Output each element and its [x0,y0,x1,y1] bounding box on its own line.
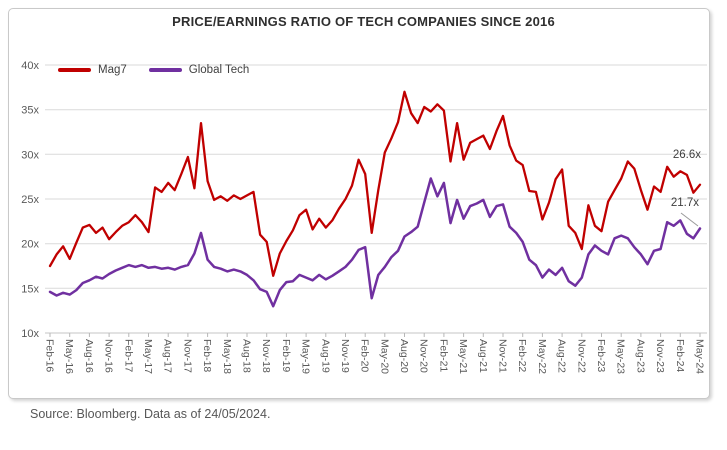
x-axis-label: Nov-22 [575,339,587,373]
x-axis-label: Feb-21 [437,339,449,372]
x-axis-label: Nov-18 [260,339,272,373]
x-axis-label: Nov-19 [339,339,351,373]
global-tech-line [48,177,702,308]
mag7-line [48,90,702,277]
x-axis-label: Aug-19 [319,339,331,373]
x-axis-label: Aug-16 [83,339,95,373]
legend: Mag7 Global Tech [58,64,249,76]
x-axis-label: Aug-20 [398,339,410,373]
legend-label-mag7: Mag7 [98,64,127,76]
x-axis-label: Aug-23 [634,339,646,373]
x-axis-label: May-20 [378,339,390,374]
x-axis-label: Feb-22 [516,339,528,372]
mag7-line-swatch [58,68,91,72]
chart-title: PRICE/EARNINGS RATIO OF TECH COMPANIES S… [172,14,555,29]
y-axis-label: 10x [21,328,39,340]
x-axis-label: Feb-18 [201,339,213,372]
x-axis-label: May-23 [615,339,627,374]
x-axis-label: Aug-22 [556,339,568,373]
y-axis-label: 15x [21,283,39,295]
legend-item-mag7: Mag7 [58,64,127,76]
annotation-global-tech-last-value: 21.7x [670,197,699,209]
x-axis-label: May-16 [63,339,75,374]
legend-item-global-tech: Global Tech [148,64,250,76]
x-axis-label: Aug-18 [241,339,253,373]
x-axis-label: Nov-17 [181,339,193,373]
x-axis-label: Feb-24 [674,339,686,372]
x-axis-label: May-17 [142,339,154,374]
x-axis-label: May-21 [457,339,469,374]
y-axis-label: 40x [21,60,39,72]
y-axis-label: 35x [21,105,39,117]
y-axis-label: 25x [21,194,39,206]
x-axis-label: Nov-21 [497,339,509,373]
x-axis-label: Feb-20 [359,339,371,372]
x-axis-label: May-18 [221,339,233,374]
x-axis-label: May-24 [694,339,706,374]
source-note: Source: Bloomberg. Data as of 24/05/2024… [30,407,271,421]
x-axis-label: Feb-17 [122,339,134,372]
x-axis-label: Aug-17 [162,339,174,373]
annotation-leader-line [680,212,699,227]
x-axis-label: Feb-19 [280,339,292,372]
x-axis-label: Nov-16 [103,339,115,373]
x-axis-label: Nov-20 [418,339,430,373]
legend-label-global-tech: Global Tech [188,64,250,76]
y-axis-label: 20x [21,239,39,251]
annotation-mag7-last-value: 26.6x [672,149,701,161]
x-axis-label: Aug-21 [477,339,489,373]
x-axis-label: May-22 [536,339,548,374]
chart-card [8,8,710,399]
x-axis-label: Feb-16 [44,339,56,372]
x-axis-label: Feb-23 [595,339,607,372]
x-axis-label: Nov-23 [654,339,666,373]
global-tech-line-swatch [148,68,182,72]
x-axis-label: May-19 [300,339,312,374]
y-axis-label: 30x [21,149,39,161]
